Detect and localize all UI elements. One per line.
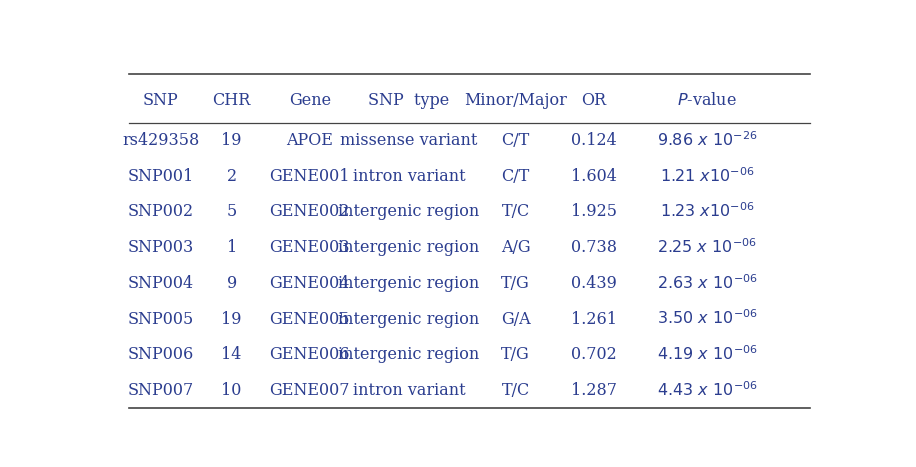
Text: 10: 10 bbox=[222, 382, 242, 399]
Text: GENE002: GENE002 bbox=[269, 204, 350, 220]
Text: $9.86\ x\ 10^{-26}$: $9.86\ x\ 10^{-26}$ bbox=[657, 131, 758, 150]
Text: $2.25\ x\ 10^{-06}$: $2.25\ x\ 10^{-06}$ bbox=[658, 238, 758, 257]
Text: SNP004: SNP004 bbox=[127, 275, 193, 292]
Text: SNP: SNP bbox=[143, 92, 179, 109]
Text: C/T: C/T bbox=[501, 132, 529, 149]
Text: CHR: CHR bbox=[213, 92, 251, 109]
Text: SNP006: SNP006 bbox=[127, 347, 194, 363]
Text: $3.50\ x\ 10^{-06}$: $3.50\ x\ 10^{-06}$ bbox=[657, 310, 758, 328]
Text: 19: 19 bbox=[222, 132, 242, 149]
Text: missense variant: missense variant bbox=[341, 132, 478, 149]
Text: intergenic region: intergenic region bbox=[339, 347, 480, 363]
Text: 1.261: 1.261 bbox=[571, 311, 616, 328]
Text: 0.439: 0.439 bbox=[571, 275, 616, 292]
Text: GENE005: GENE005 bbox=[269, 311, 350, 328]
Text: SNP001: SNP001 bbox=[127, 168, 194, 184]
Text: C/T: C/T bbox=[501, 168, 529, 184]
Text: A/G: A/G bbox=[501, 239, 530, 256]
Text: $\mathit{P}$-value: $\mathit{P}$-value bbox=[678, 92, 737, 109]
Text: GENE001: GENE001 bbox=[269, 168, 350, 184]
Text: 9: 9 bbox=[226, 275, 236, 292]
Text: G/A: G/A bbox=[501, 311, 530, 328]
Text: 14: 14 bbox=[222, 347, 242, 363]
Text: SNP005: SNP005 bbox=[127, 311, 194, 328]
Text: 0.124: 0.124 bbox=[571, 132, 616, 149]
Text: SNP  type: SNP type bbox=[368, 92, 450, 109]
Text: Minor/Major: Minor/Major bbox=[464, 92, 567, 109]
Text: intron variant: intron variant bbox=[353, 168, 465, 184]
Text: intergenic region: intergenic region bbox=[339, 204, 480, 220]
Text: 1.925: 1.925 bbox=[571, 204, 616, 220]
Text: GENE006: GENE006 bbox=[269, 347, 350, 363]
Text: T/C: T/C bbox=[501, 204, 529, 220]
Text: $4.43\ x\ 10^{-06}$: $4.43\ x\ 10^{-06}$ bbox=[657, 381, 758, 400]
Text: 2: 2 bbox=[226, 168, 236, 184]
Text: T/G: T/G bbox=[501, 275, 530, 292]
Text: 19: 19 bbox=[222, 311, 242, 328]
Text: $1.23\ x10^{-06}$: $1.23\ x10^{-06}$ bbox=[660, 203, 755, 221]
Text: T/G: T/G bbox=[501, 347, 530, 363]
Text: 1.287: 1.287 bbox=[571, 382, 616, 399]
Text: Gene: Gene bbox=[289, 92, 331, 109]
Text: 1: 1 bbox=[226, 239, 236, 256]
Text: SNP003: SNP003 bbox=[127, 239, 194, 256]
Text: T/C: T/C bbox=[501, 382, 529, 399]
Text: $4.19\ x\ 10^{-06}$: $4.19\ x\ 10^{-06}$ bbox=[657, 346, 758, 364]
Text: intron variant: intron variant bbox=[353, 382, 465, 399]
Text: 5: 5 bbox=[226, 204, 236, 220]
Text: rs429358: rs429358 bbox=[122, 132, 200, 149]
Text: 1.604: 1.604 bbox=[571, 168, 616, 184]
Text: SNP007: SNP007 bbox=[127, 382, 194, 399]
Text: GENE007: GENE007 bbox=[269, 382, 350, 399]
Text: 0.738: 0.738 bbox=[571, 239, 616, 256]
Text: 0.702: 0.702 bbox=[571, 347, 616, 363]
Text: APOE: APOE bbox=[287, 132, 333, 149]
Text: intergenic region: intergenic region bbox=[339, 275, 480, 292]
Text: SNP002: SNP002 bbox=[127, 204, 193, 220]
Text: $2.63\ x\ 10^{-06}$: $2.63\ x\ 10^{-06}$ bbox=[657, 274, 758, 293]
Text: OR: OR bbox=[581, 92, 606, 109]
Text: intergenic region: intergenic region bbox=[339, 311, 480, 328]
Text: $1.21\ x10^{-06}$: $1.21\ x10^{-06}$ bbox=[660, 167, 755, 185]
Text: GENE003: GENE003 bbox=[269, 239, 350, 256]
Text: GENE004: GENE004 bbox=[269, 275, 350, 292]
Text: intergenic region: intergenic region bbox=[339, 239, 480, 256]
